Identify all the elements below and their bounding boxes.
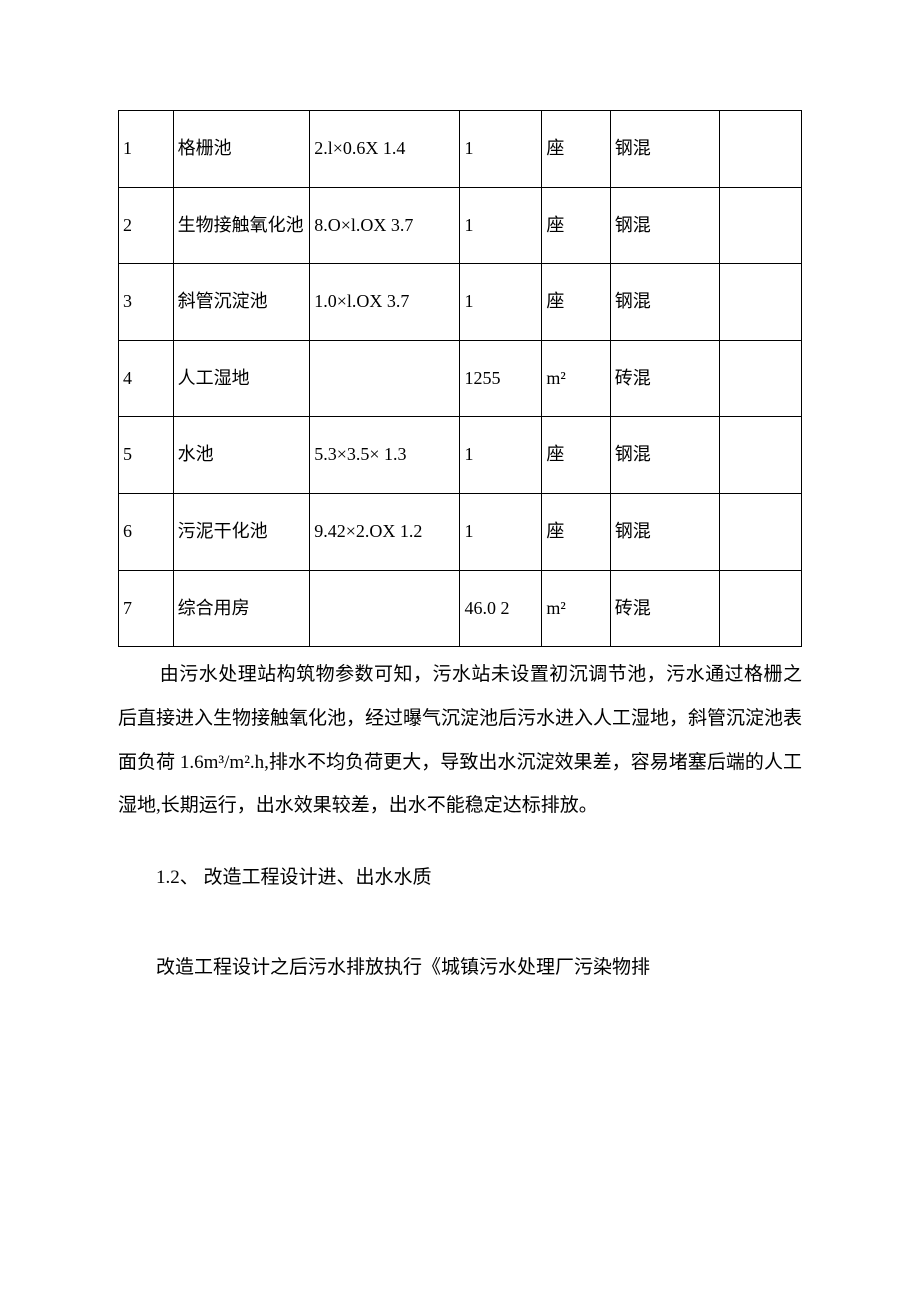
cell-index: 2 (119, 187, 174, 264)
cell-unit: 座 (542, 187, 610, 264)
cell-size (310, 570, 460, 647)
cell-remark (719, 111, 801, 188)
cell-material: 钢混 (610, 417, 719, 494)
cell-unit: 座 (542, 111, 610, 188)
cell-unit: 座 (542, 493, 610, 570)
cell-unit: 座 (542, 417, 610, 494)
cell-remark (719, 340, 801, 417)
cell-index: 3 (119, 264, 174, 341)
cell-index: 4 (119, 340, 174, 417)
cell-size: 9.42×2.OX 1.2 (310, 493, 460, 570)
table-row: 3 斜管沉淀池 1.0×l.OX 3.7 1 座 钢混 (119, 264, 802, 341)
cell-index: 5 (119, 417, 174, 494)
cell-name: 格栅池 (173, 111, 310, 188)
table-row: 1 格栅池 2.l×0.6X 1.4 1 座 钢混 (119, 111, 802, 188)
cell-qty: 1 (460, 111, 542, 188)
cell-unit: m² (542, 570, 610, 647)
cell-size (310, 340, 460, 417)
structure-params-table: 1 格栅池 2.l×0.6X 1.4 1 座 钢混 2 生物接触氧化池 8.O×… (118, 110, 802, 647)
cell-index: 7 (119, 570, 174, 647)
table-row: 6 污泥干化池 9.42×2.OX 1.2 1 座 钢混 (119, 493, 802, 570)
paragraph-standard: 改造工程设计之后污水排放执行《城镇污水处理厂污染物排 (118, 946, 802, 990)
cell-remark (719, 187, 801, 264)
cell-material: 钢混 (610, 187, 719, 264)
cell-material: 钢混 (610, 111, 719, 188)
cell-name: 人工湿地 (173, 340, 310, 417)
cell-qty: 1255 (460, 340, 542, 417)
cell-unit: 座 (542, 264, 610, 341)
cell-unit: m² (542, 340, 610, 417)
cell-remark (719, 570, 801, 647)
table-row: 2 生物接触氧化池 8.O×l.OX 3.7 1 座 钢混 (119, 187, 802, 264)
cell-qty: 1 (460, 493, 542, 570)
section-heading: 1.2、 改造工程设计进、出水水质 (118, 856, 802, 900)
cell-qty: 1 (460, 417, 542, 494)
cell-material: 砖混 (610, 570, 719, 647)
cell-name: 斜管沉淀池 (173, 264, 310, 341)
table-row: 7 综合用房 46.0 2 m² 砖混 (119, 570, 802, 647)
table-body: 1 格栅池 2.l×0.6X 1.4 1 座 钢混 2 生物接触氧化池 8.O×… (119, 111, 802, 647)
cell-index: 6 (119, 493, 174, 570)
cell-qty: 1 (460, 187, 542, 264)
cell-index: 1 (119, 111, 174, 188)
cell-size: 5.3×3.5× 1.3 (310, 417, 460, 494)
cell-size: 8.O×l.OX 3.7 (310, 187, 460, 264)
paragraph-analysis: 由污水处理站构筑物参数可知，污水站未设置初沉调节池，污水通过格栅之后直接进入生物… (118, 653, 802, 828)
cell-name: 生物接触氧化池 (173, 187, 310, 264)
cell-material: 砖混 (610, 340, 719, 417)
cell-material: 钢混 (610, 264, 719, 341)
cell-name: 水池 (173, 417, 310, 494)
cell-size: 2.l×0.6X 1.4 (310, 111, 460, 188)
cell-qty: 46.0 2 (460, 570, 542, 647)
cell-qty: 1 (460, 264, 542, 341)
table-row: 4 人工湿地 1255 m² 砖混 (119, 340, 802, 417)
table-row: 5 水池 5.3×3.5× 1.3 1 座 钢混 (119, 417, 802, 494)
cell-name: 污泥干化池 (173, 493, 310, 570)
cell-remark (719, 264, 801, 341)
cell-remark (719, 417, 801, 494)
cell-material: 钢混 (610, 493, 719, 570)
cell-size: 1.0×l.OX 3.7 (310, 264, 460, 341)
cell-name: 综合用房 (173, 570, 310, 647)
cell-remark (719, 493, 801, 570)
